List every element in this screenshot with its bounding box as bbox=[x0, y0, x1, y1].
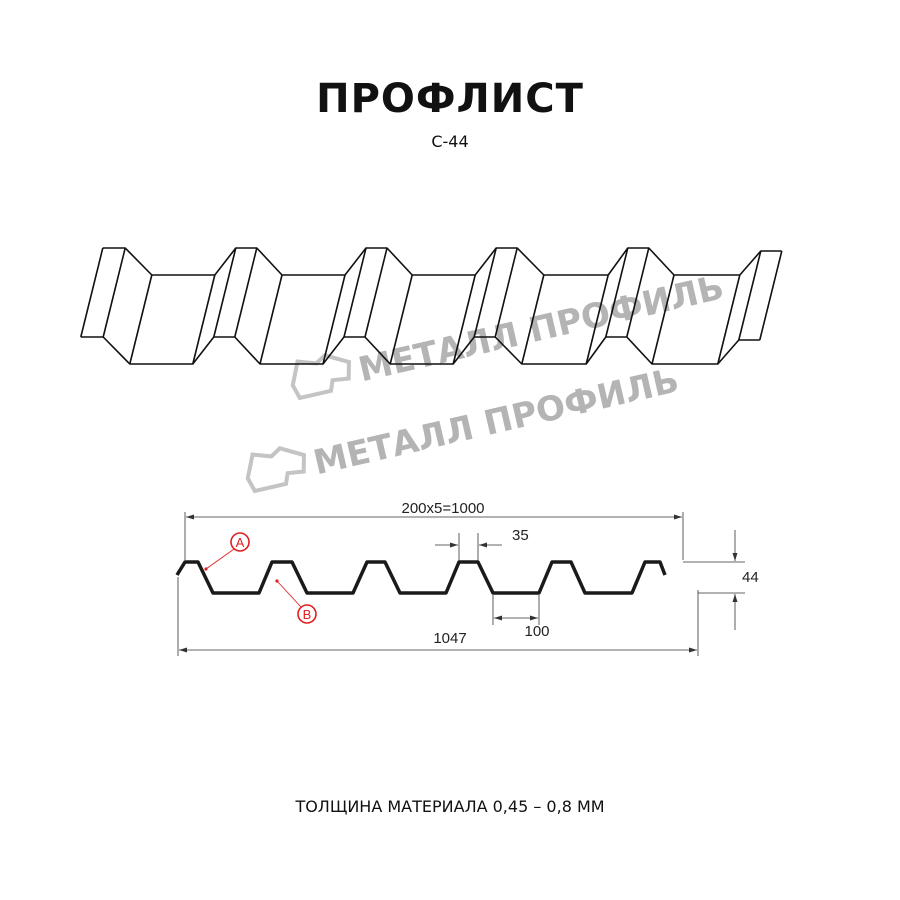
sheet-fold-line bbox=[521, 274, 545, 365]
sheet-fold-line bbox=[80, 247, 104, 338]
watermark-bottom: МЕТАЛЛ ПРОФИЛЬ bbox=[245, 360, 683, 494]
sheet-fold-line bbox=[213, 247, 237, 338]
sheet-fold-line bbox=[343, 247, 367, 338]
sheet-fold-line bbox=[322, 274, 346, 365]
sheet-fold-line bbox=[738, 250, 762, 341]
sheet-front-edge bbox=[80, 336, 760, 365]
sheet-fold-line bbox=[129, 274, 153, 365]
watermark-logo-icon bbox=[290, 353, 351, 401]
marker-a: A bbox=[204, 532, 250, 571]
sheet-fold-line bbox=[651, 274, 675, 365]
page-title: ПРОФЛИСТ bbox=[316, 76, 584, 122]
sheet-fold-line bbox=[473, 247, 497, 338]
dim-35-label: 35 bbox=[512, 527, 529, 544]
marker-b-label: B bbox=[303, 607, 312, 622]
dim-100-label: 100 bbox=[524, 623, 549, 640]
marker-b: B bbox=[275, 579, 317, 624]
watermark-logo-icon bbox=[245, 446, 306, 494]
sheet-fold-line bbox=[102, 247, 126, 338]
sheet-back-edge bbox=[102, 247, 782, 276]
marker-a-label: A bbox=[236, 535, 245, 550]
sheet-fold-line bbox=[452, 274, 476, 365]
dim-1000-label: 200x5=1000 bbox=[402, 500, 485, 517]
sheet-fold-line bbox=[389, 274, 413, 365]
sheet-fold-line bbox=[585, 274, 609, 365]
cross-section: 200x5=1000 35 100 1047 44 A B bbox=[175, 500, 759, 656]
sheet-fold-line bbox=[234, 247, 258, 338]
sheet-fold-line bbox=[494, 247, 518, 338]
model-subtitle: С-44 bbox=[431, 132, 469, 151]
sheet-fold-line bbox=[364, 247, 388, 338]
dim-1047-label: 1047 bbox=[433, 630, 466, 647]
sheet-fold-line bbox=[605, 247, 629, 338]
profiled-sheet-3d-view bbox=[80, 247, 783, 365]
material-thickness-note: ТОЛЩИНА МАТЕРИАЛА 0,45 – 0,8 ММ bbox=[295, 797, 605, 816]
sheet-fold-line bbox=[626, 247, 650, 338]
dim-44-label: 44 bbox=[742, 569, 759, 586]
sheet-fold-line bbox=[759, 250, 783, 341]
sheet-fold-line bbox=[259, 274, 283, 365]
sheet-fold-line bbox=[717, 274, 741, 365]
profile-outline bbox=[175, 560, 667, 595]
sheet-fold-line bbox=[192, 274, 216, 365]
